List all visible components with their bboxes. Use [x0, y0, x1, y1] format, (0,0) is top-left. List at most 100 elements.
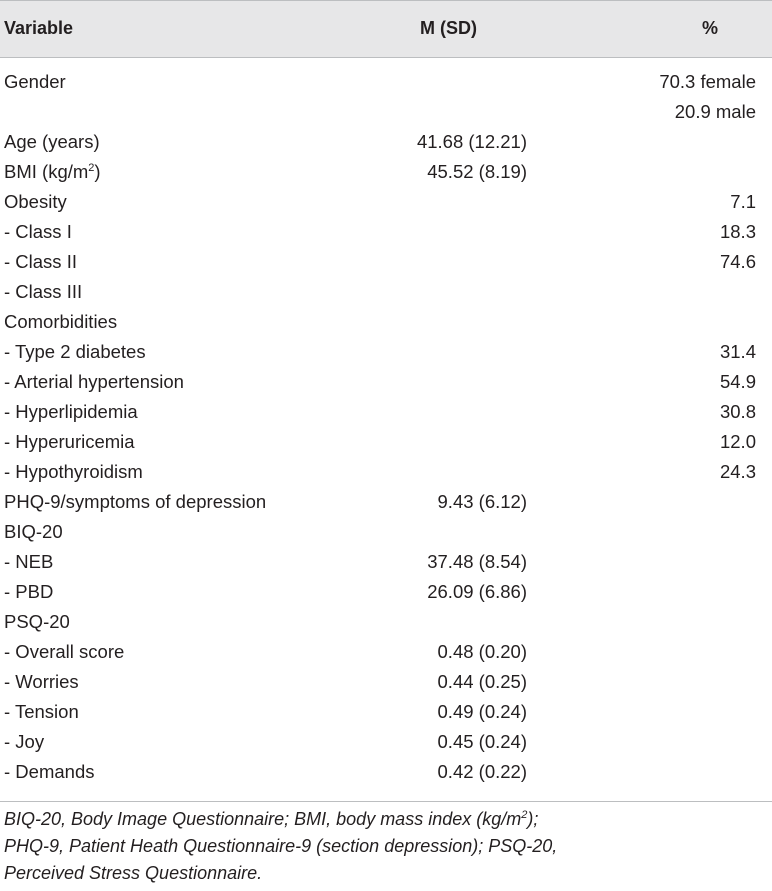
table-row: - Demands 0.42 (0.22) — [0, 757, 772, 787]
table-row: - Hyperlipidemia 30.8 — [0, 397, 772, 427]
cell-variable-text: PHQ-9/symptoms of depression — [4, 491, 267, 512]
cell-variable: - Arterial hypertension — [4, 367, 184, 397]
cell-variable: Comorbidities — [4, 307, 117, 337]
cell-percent: 54.9 — [719, 371, 756, 392]
cell-variable-text: - Overall score — [4, 641, 125, 662]
cell-variable: BMI (kg/m2) — [4, 157, 101, 187]
cell-variable: - Class II — [4, 247, 77, 277]
cell-variable: - Class III — [4, 277, 82, 307]
cell-percent: 12.0 — [719, 431, 756, 452]
cell-variable-text: - NEB — [4, 551, 54, 572]
cell-variable-text: - Class I — [4, 221, 72, 242]
cell-percent: 7.1 — [730, 191, 756, 212]
table-row: - Worries 0.44 (0.25) — [0, 667, 772, 697]
cell-variable-text: - Tension — [4, 701, 79, 722]
cell-variable: - Type 2 diabetes — [4, 337, 146, 367]
table-row: Age (years) 41.68 (12.21) — [0, 127, 772, 157]
cell-variable-text: BMI (kg/m — [4, 161, 89, 182]
table-bottom-rule — [0, 801, 772, 802]
cell-variable: BIQ-20 — [4, 517, 63, 547]
table-row: Comorbidities — [0, 307, 772, 337]
cell-variable-text: Gender — [4, 71, 66, 92]
cell-percent: 70.3 female — [659, 71, 756, 92]
footnote-line-1a: BIQ-20, Body Image Questionnaire; BMI, b… — [4, 809, 522, 829]
column-header-percent: % — [702, 18, 719, 38]
table-row: 20.9 male — [0, 97, 772, 127]
cell-variable: - Overall score — [4, 637, 124, 667]
cell-variable-text: - PBD — [4, 581, 54, 602]
table-row: - Hypothyroidism 24.3 — [0, 457, 772, 487]
cell-variable-text: - Worries — [4, 671, 79, 692]
cell-msd: 45.52 (8.19) — [427, 161, 527, 182]
cell-variable-text: - Class III — [4, 281, 83, 302]
cell-variable-text: - Class II — [4, 251, 77, 272]
column-header-msd: M (SD) — [420, 18, 477, 38]
cell-variable-text: BIQ-20 — [4, 521, 63, 542]
cell-variable-text: Comorbidities — [4, 311, 118, 332]
column-header-variable: Variable — [4, 18, 74, 38]
cell-variable-text: - Hypothyroidism — [4, 461, 143, 482]
cell-variable-text: PSQ-20 — [4, 611, 70, 632]
table-row: PHQ-9/symptoms of depression 9.43 (6.12) — [0, 487, 772, 517]
cell-variable: - Hyperlipidemia — [4, 397, 138, 427]
cell-variable: PSQ-20 — [4, 607, 70, 637]
table-row: - Hyperuricemia 12.0 — [0, 427, 772, 457]
cell-variable: - NEB — [4, 547, 53, 577]
cell-variable: Obesity — [4, 187, 67, 217]
table-row: - Class III — [0, 277, 772, 307]
cell-variable-text: - Type 2 diabetes — [4, 341, 146, 362]
cell-variable-text: Obesity — [4, 191, 67, 212]
table-row: - Type 2 diabetes 31.4 — [0, 337, 772, 367]
cell-percent: 18.3 — [719, 221, 756, 242]
cell-variable: - Demands — [4, 757, 94, 787]
table-row: - Tension 0.49 (0.24) — [0, 697, 772, 727]
cell-msd: 0.44 (0.25) — [437, 671, 527, 692]
footnote-line-3: Perceived Stress Questionnaire. — [4, 863, 263, 883]
cell-msd: 0.49 (0.24) — [437, 701, 527, 722]
cell-msd: 9.43 (6.12) — [437, 491, 527, 512]
table-row: Obesity 7.1 — [0, 187, 772, 217]
footnote-line-2: PHQ-9, Patient Heath Questionnaire-9 (se… — [4, 836, 558, 856]
cell-variable-text: - Joy — [4, 731, 45, 752]
cell-variable: Gender — [4, 67, 66, 97]
table-row: - Class II 74.6 — [0, 247, 772, 277]
cell-variable-text: - Arterial hypertension — [4, 371, 184, 392]
footnote-line-1: BIQ-20, Body Image Questionnaire; BMI, b… — [4, 806, 764, 833]
table-row: Gender 70.3 female — [0, 67, 772, 97]
cell-variable-text: - Hyperuricemia — [4, 431, 135, 452]
footnote-line-1b: ); — [527, 809, 539, 829]
cell-percent: 24.3 — [719, 461, 756, 482]
cell-variable-superscript: 2 — [88, 161, 95, 174]
footnote-line-1-superscript: 2 — [521, 809, 528, 821]
cell-variable: - Worries — [4, 667, 79, 697]
cell-variable: - Hypothyroidism — [4, 457, 143, 487]
cell-percent: 30.8 — [719, 401, 756, 422]
cell-percent: 20.9 male — [674, 101, 756, 122]
cell-variable-text: Age (years) — [4, 131, 100, 152]
cell-msd: 37.48 (8.54) — [427, 551, 527, 572]
cell-msd: 0.42 (0.22) — [437, 761, 527, 782]
cell-variable-text: - Demands — [4, 761, 95, 782]
cell-variable: PHQ-9/symptoms of depression — [4, 487, 266, 517]
cell-msd: 26.09 (6.86) — [427, 581, 527, 602]
cell-variable: - PBD — [4, 577, 53, 607]
cell-variable: - Joy — [4, 727, 44, 757]
table-row: - Joy 0.45 (0.24) — [0, 727, 772, 757]
cell-variable: - Tension — [4, 697, 79, 727]
table-row: - PBD 26.09 (6.86) — [0, 577, 772, 607]
cell-variable-tail: ) — [94, 161, 101, 182]
table-row: BMI (kg/m2) 45.52 (8.19) — [0, 157, 772, 187]
cell-percent: 74.6 — [719, 251, 756, 272]
table-row: BIQ-20 — [0, 517, 772, 547]
table-row: - NEB 37.48 (8.54) — [0, 547, 772, 577]
table-row: PSQ-20 — [0, 607, 772, 637]
cell-msd: 41.68 (12.21) — [416, 131, 527, 152]
cell-variable-text: - Hyperlipidemia — [4, 401, 138, 422]
cell-msd: 0.48 (0.20) — [437, 641, 527, 662]
table-footnote: BIQ-20, Body Image Questionnaire; BMI, b… — [4, 806, 764, 887]
cell-variable: - Hyperuricemia — [4, 427, 135, 457]
cell-percent: 31.4 — [719, 341, 756, 362]
cell-variable: - Class I — [4, 217, 72, 247]
cell-msd: 0.45 (0.24) — [437, 731, 527, 752]
table-row: - Arterial hypertension 54.9 — [0, 367, 772, 397]
